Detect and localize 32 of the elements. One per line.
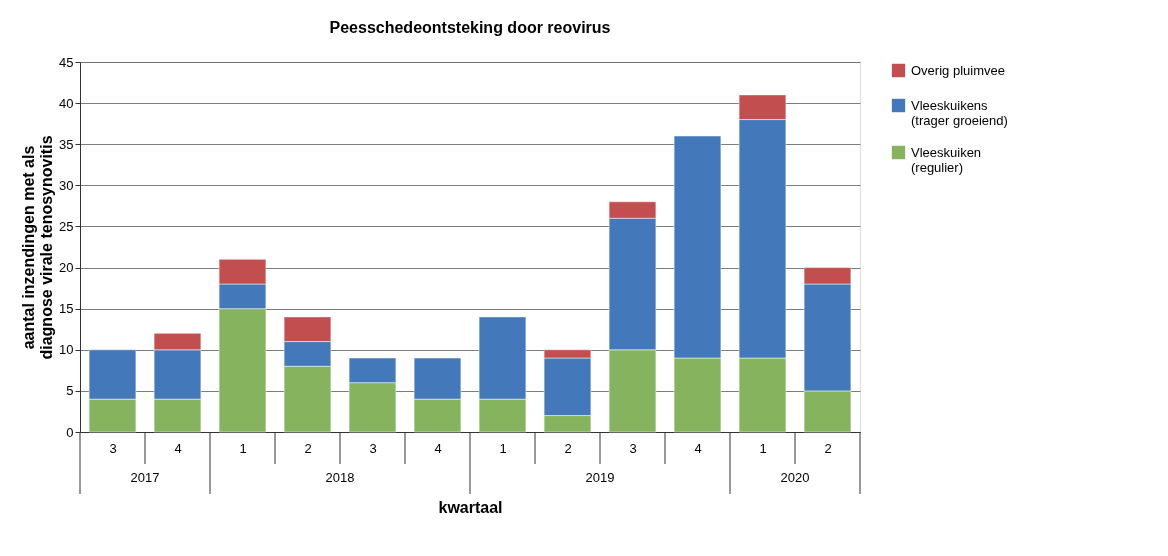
text: 2018: [325, 470, 355, 485]
x-tick-label: 4: [434, 440, 442, 456]
x-tick-label: 3: [109, 440, 117, 456]
x-tick-label: 2: [564, 440, 572, 456]
y-tick-label: 15: [59, 301, 74, 317]
text: 2017: [130, 470, 160, 485]
y-tick-label: 35: [59, 136, 74, 152]
y-tick-label: 25: [59, 218, 74, 234]
x-tick-label: 1: [499, 440, 507, 456]
text: 2019: [585, 470, 615, 485]
x-tick-label: 2: [824, 440, 832, 456]
legend-label: Overig pluimvee: [911, 62, 1005, 78]
y-tick-label: 45: [59, 54, 74, 70]
y-tick-label: 0: [66, 424, 74, 440]
x-tick-label: 1: [759, 440, 767, 456]
x-tick-label: 4: [694, 440, 702, 456]
x-tick-label: 4: [174, 440, 182, 456]
chart-title: Peesschedeontsteking door reovirus: [329, 19, 611, 36]
y-tick-label: 40: [59, 95, 74, 111]
y-tick-label: 20: [59, 260, 74, 276]
x-axis-title: kwartaal: [438, 498, 503, 516]
y-tick-label: 10: [59, 342, 74, 358]
y-tick-label: 5: [66, 383, 74, 399]
legend-label: Vleeskuikens (trager groeiend): [911, 97, 1008, 128]
y-tick-label: 30: [59, 177, 74, 193]
legend-label: Vleeskuiken (regulier): [911, 144, 982, 175]
x-tick-label: 2: [304, 440, 312, 456]
x-tick-label: 3: [629, 440, 637, 456]
text: 2020: [780, 470, 810, 485]
y-axis-title: aantal inzendingen met als diagnose virale tenosynovitis: [20, 135, 56, 360]
x-tick-label: 1: [239, 440, 247, 456]
x-tick-label: 3: [369, 440, 377, 456]
